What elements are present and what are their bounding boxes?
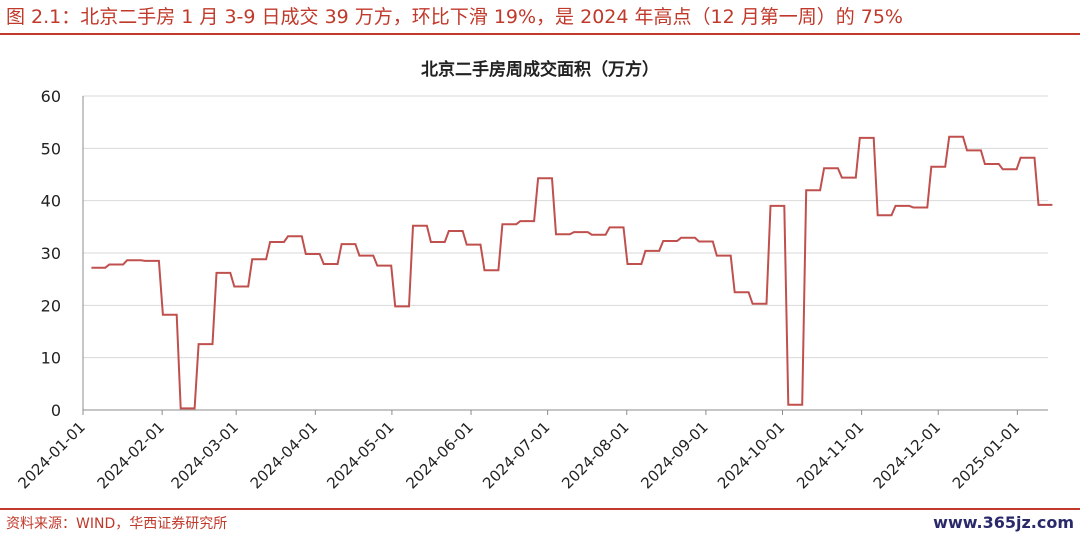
source-note: 资料来源：WIND，华西证券研究所 — [6, 516, 228, 532]
x-tick-label: 2024-08-01 — [558, 418, 632, 492]
watermark: www.365jz.com — [933, 513, 1074, 532]
y-tick-label: 50 — [41, 139, 61, 158]
y-tick-label: 0 — [51, 401, 61, 420]
chart-title: 北京二手房周成交面积（万方） — [421, 60, 659, 80]
x-tick-label: 2024-10-01 — [714, 418, 788, 492]
bottom-rule — [0, 508, 1080, 510]
series-line — [91, 135, 1053, 410]
x-tick-label: 2024-05-01 — [323, 418, 397, 492]
figure-title: 图 2.1：北京二手房 1 月 3-9 日成交 39 万方，环比下滑 19%，是… — [6, 6, 903, 28]
x-axis: 2024-01-01 2024-02-01 2024-03-01 2024-04-01… — [14, 409, 1048, 492]
y-tick-label: 30 — [41, 244, 61, 263]
y-tick-label: 20 — [41, 296, 61, 315]
y-axis: 0 10 20 30 40 50 60 — [41, 87, 84, 420]
gridlines — [83, 95, 1048, 359]
x-tick-label: 2024-12-01 — [870, 418, 944, 492]
x-tick-label: 2024-07-01 — [479, 418, 553, 492]
x-tick-label: 2024-03-01 — [168, 418, 242, 492]
x-tick-label: 2024-04-01 — [247, 418, 321, 492]
x-tick-label: 2024-01-01 — [14, 418, 88, 492]
x-tick-label: 2024-11-01 — [793, 418, 867, 492]
y-tick-label: 10 — [41, 349, 61, 368]
x-tick-label: 2025-01-01 — [949, 418, 1023, 492]
x-tick-label: 2024-02-01 — [94, 418, 168, 492]
top-rule — [0, 33, 1080, 35]
y-tick-label: 60 — [41, 87, 61, 106]
x-tick-label: 2024-09-01 — [637, 418, 711, 492]
y-tick-label: 40 — [41, 192, 61, 211]
x-tick-label: 2024-06-01 — [402, 418, 476, 492]
series-layer — [91, 135, 1053, 410]
